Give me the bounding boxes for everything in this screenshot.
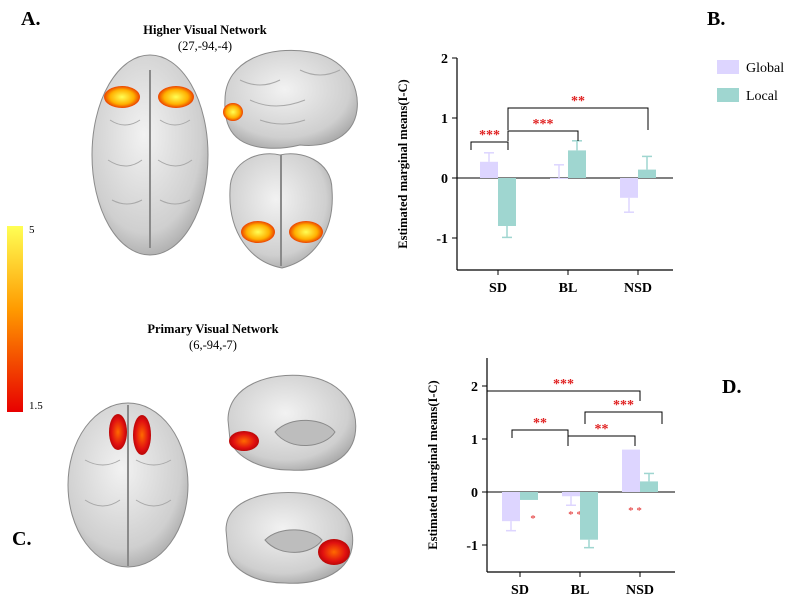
activation-blob — [241, 221, 275, 243]
primary-visual-title-block: Primary Visual Network (6,-94,-7) — [108, 321, 318, 353]
higher-visual-title-block: Higher Visual Network (27,-94,-4) — [100, 22, 310, 54]
brain-a-axial — [91, 54, 209, 256]
panel-label-d: D. — [722, 376, 742, 398]
activation-blob — [104, 86, 140, 108]
primary-visual-coords: (6,-94,-7) — [189, 338, 237, 352]
brain-a-posterior — [229, 153, 333, 269]
colorbar — [7, 226, 23, 412]
panel-label-a: A. — [21, 8, 41, 30]
activation-blob — [109, 414, 127, 450]
activation-blob — [223, 103, 243, 121]
higher-visual-network-title: Higher Visual Network — [143, 23, 267, 37]
activation-blob — [133, 415, 151, 455]
colorbar-max-label: 5 — [29, 224, 35, 236]
activation-blob — [158, 86, 194, 108]
primary-visual-network-title: Primary Visual Network — [147, 322, 279, 336]
brain-a-lateral — [223, 49, 358, 149]
panel-label-b: B. — [707, 8, 726, 30]
activation-blob — [229, 431, 259, 451]
higher-visual-coords: (27,-94,-4) — [177, 39, 233, 53]
activation-blob — [289, 221, 323, 243]
panel-label-c: C. — [12, 528, 32, 550]
brain-c-medial-upper — [227, 374, 357, 471]
colorbar-min-label: 1.5 — [29, 400, 43, 412]
brain-c-axial — [67, 402, 189, 568]
brain-c-medial-lower — [225, 492, 354, 584]
activation-blob — [318, 539, 350, 565]
colorbar-gradient — [7, 226, 23, 412]
